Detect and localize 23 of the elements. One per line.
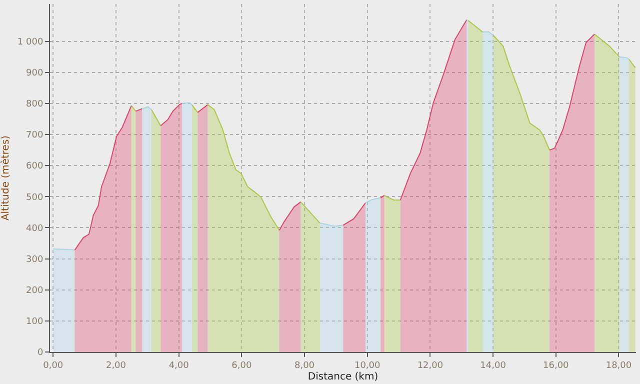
x-tick-label: 16,00 bbox=[542, 360, 570, 371]
y-tick-label: 900 bbox=[26, 68, 44, 79]
y-tick-label: 100 bbox=[26, 317, 44, 328]
y-tick-label: 600 bbox=[26, 162, 44, 172]
x-tick-label: 10,00 bbox=[354, 360, 381, 371]
y-tick-label: 700 bbox=[26, 130, 44, 141]
x-tick-label: 4,00 bbox=[168, 360, 190, 371]
y-tick-label: 500 bbox=[26, 192, 44, 203]
x-tick-label: 6,00 bbox=[232, 360, 252, 371]
y-tick-label: 400 bbox=[26, 224, 44, 234]
y-tick-label: 0 bbox=[37, 348, 44, 358]
y-tick-label: 800 bbox=[26, 100, 44, 110]
x-tick-label: 14,00 bbox=[480, 360, 506, 371]
y-tick-label: 1 000 bbox=[17, 37, 44, 48]
x-axis-title: Distance (km) bbox=[308, 371, 378, 382]
x-tick-label: 12,00 bbox=[417, 360, 444, 371]
x-tick-label: 0,00 bbox=[43, 360, 64, 371]
y-tick-label: 200 bbox=[26, 286, 44, 296]
x-tick-label: 8,00 bbox=[294, 360, 315, 371]
x-tick-label: 2,00 bbox=[106, 360, 126, 371]
y-axis-title: Altitude (mètres) bbox=[0, 135, 12, 221]
y-tick-label: 300 bbox=[26, 254, 44, 265]
x-tick-label: 18,00 bbox=[606, 360, 632, 371]
